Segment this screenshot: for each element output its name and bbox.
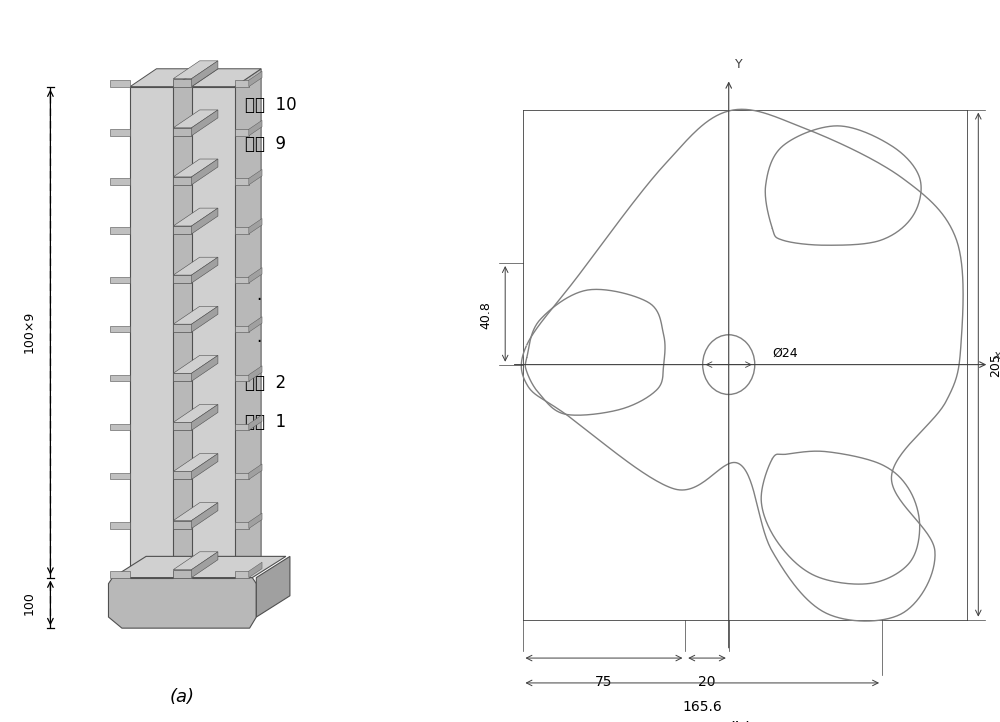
Polygon shape	[173, 373, 192, 381]
Polygon shape	[249, 562, 262, 578]
Polygon shape	[249, 317, 262, 332]
Polygon shape	[110, 522, 130, 529]
Polygon shape	[113, 557, 286, 578]
Polygon shape	[249, 170, 262, 185]
Polygon shape	[173, 226, 192, 234]
Polygon shape	[235, 424, 249, 430]
Polygon shape	[235, 69, 261, 578]
Polygon shape	[173, 208, 218, 226]
Text: 平台  2: 平台 2	[245, 374, 286, 391]
Polygon shape	[249, 415, 262, 430]
Polygon shape	[192, 208, 218, 234]
Text: 平台  1: 平台 1	[245, 414, 286, 431]
Polygon shape	[192, 306, 218, 332]
Polygon shape	[110, 326, 130, 332]
Text: 平台  9: 平台 9	[245, 136, 286, 153]
Polygon shape	[110, 571, 130, 578]
Polygon shape	[192, 87, 235, 578]
Text: 100: 100	[22, 591, 35, 615]
Polygon shape	[173, 177, 192, 185]
Polygon shape	[173, 570, 192, 578]
Polygon shape	[173, 404, 218, 422]
Polygon shape	[235, 129, 249, 136]
Polygon shape	[235, 80, 249, 87]
Text: 100×9: 100×9	[22, 311, 35, 353]
Text: 40.8: 40.8	[479, 301, 492, 329]
Polygon shape	[110, 178, 130, 185]
Polygon shape	[173, 257, 218, 275]
Text: 平台  10: 平台 10	[245, 96, 296, 113]
Polygon shape	[235, 473, 249, 479]
Polygon shape	[173, 422, 192, 430]
Polygon shape	[235, 522, 249, 529]
Polygon shape	[249, 219, 262, 234]
Polygon shape	[249, 121, 262, 136]
Text: 165.6: 165.6	[682, 700, 722, 714]
Polygon shape	[249, 268, 262, 283]
Polygon shape	[173, 306, 218, 324]
Polygon shape	[192, 61, 218, 87]
Text: 205: 205	[989, 352, 1000, 377]
Text: 20: 20	[698, 676, 716, 690]
Polygon shape	[249, 513, 262, 529]
Polygon shape	[110, 129, 130, 136]
Polygon shape	[192, 355, 218, 381]
Polygon shape	[173, 521, 192, 529]
Polygon shape	[110, 473, 130, 479]
Polygon shape	[173, 355, 218, 373]
Polygon shape	[110, 80, 130, 87]
Polygon shape	[235, 227, 249, 234]
Polygon shape	[249, 71, 262, 87]
Text: 75: 75	[595, 676, 613, 690]
Polygon shape	[249, 464, 262, 479]
Polygon shape	[192, 257, 218, 283]
Polygon shape	[192, 453, 218, 479]
Text: Y: Y	[735, 58, 743, 71]
Text: Ø24: Ø24	[772, 347, 798, 360]
Polygon shape	[130, 69, 200, 87]
Polygon shape	[256, 557, 290, 617]
Polygon shape	[192, 159, 218, 185]
Polygon shape	[192, 503, 218, 529]
Text: ·
·
·: · · ·	[257, 292, 262, 351]
Polygon shape	[173, 159, 218, 177]
Text: (b): (b)	[727, 721, 752, 722]
Polygon shape	[173, 471, 192, 479]
Polygon shape	[192, 110, 218, 136]
Polygon shape	[173, 275, 192, 283]
Polygon shape	[110, 375, 130, 381]
Polygon shape	[235, 571, 249, 578]
Polygon shape	[192, 552, 218, 578]
Polygon shape	[192, 69, 261, 87]
Polygon shape	[110, 227, 130, 234]
Polygon shape	[173, 128, 192, 136]
Polygon shape	[235, 326, 249, 332]
Polygon shape	[249, 366, 262, 381]
Polygon shape	[110, 277, 130, 283]
Text: (a): (a)	[170, 688, 195, 705]
Polygon shape	[173, 552, 218, 570]
Polygon shape	[235, 277, 249, 283]
Polygon shape	[173, 324, 192, 332]
Polygon shape	[130, 87, 173, 578]
Text: x: x	[993, 349, 1000, 362]
Polygon shape	[108, 578, 256, 628]
Polygon shape	[173, 79, 192, 87]
Polygon shape	[173, 61, 218, 79]
Polygon shape	[235, 375, 249, 381]
Polygon shape	[110, 424, 130, 430]
Polygon shape	[173, 69, 200, 578]
Polygon shape	[192, 404, 218, 430]
Polygon shape	[173, 453, 218, 471]
Polygon shape	[235, 178, 249, 185]
Polygon shape	[173, 503, 218, 521]
Polygon shape	[173, 110, 218, 128]
